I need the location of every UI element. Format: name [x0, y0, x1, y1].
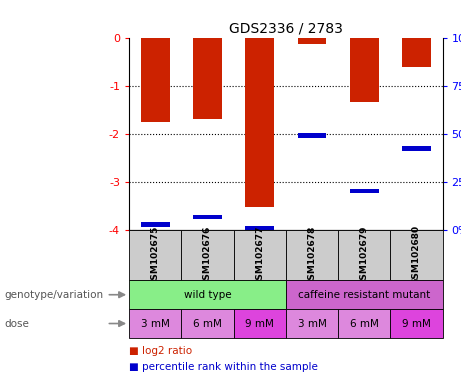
Bar: [141, 222, 170, 227]
Text: 9 mM: 9 mM: [245, 318, 274, 329]
Bar: [141, 38, 170, 122]
Text: caffeine resistant mutant: caffeine resistant mutant: [298, 290, 430, 300]
Bar: [286, 309, 338, 338]
Bar: [234, 309, 286, 338]
Bar: [286, 280, 443, 309]
Text: wild type: wild type: [183, 290, 231, 300]
Bar: [402, 38, 431, 67]
Bar: [181, 309, 234, 338]
Bar: [234, 230, 286, 280]
Text: GSM102675: GSM102675: [151, 225, 160, 286]
Title: GDS2336 / 2783: GDS2336 / 2783: [229, 22, 343, 36]
Bar: [338, 309, 390, 338]
Bar: [350, 38, 378, 102]
Text: ■ log2 ratio: ■ log2 ratio: [129, 346, 192, 356]
Bar: [390, 230, 443, 280]
Bar: [193, 215, 222, 219]
Text: GSM102678: GSM102678: [307, 225, 316, 286]
Bar: [298, 133, 326, 138]
Text: GSM102676: GSM102676: [203, 225, 212, 286]
Bar: [350, 189, 378, 194]
Bar: [245, 38, 274, 207]
Bar: [129, 309, 181, 338]
Text: GSM102680: GSM102680: [412, 225, 421, 285]
Bar: [402, 146, 431, 151]
Bar: [338, 230, 390, 280]
Text: dose: dose: [5, 318, 30, 329]
Bar: [298, 38, 326, 44]
Bar: [129, 230, 181, 280]
Bar: [245, 226, 274, 231]
Text: 6 mM: 6 mM: [350, 318, 378, 329]
Bar: [181, 230, 234, 280]
Text: GSM102679: GSM102679: [360, 225, 369, 286]
Text: genotype/variation: genotype/variation: [5, 290, 104, 300]
Text: GSM102677: GSM102677: [255, 225, 264, 286]
Text: 3 mM: 3 mM: [297, 318, 326, 329]
Text: 9 mM: 9 mM: [402, 318, 431, 329]
Bar: [129, 280, 286, 309]
Bar: [193, 38, 222, 119]
Text: ■ percentile rank within the sample: ■ percentile rank within the sample: [129, 362, 318, 372]
Text: 3 mM: 3 mM: [141, 318, 170, 329]
Text: 6 mM: 6 mM: [193, 318, 222, 329]
Bar: [286, 230, 338, 280]
Bar: [390, 309, 443, 338]
